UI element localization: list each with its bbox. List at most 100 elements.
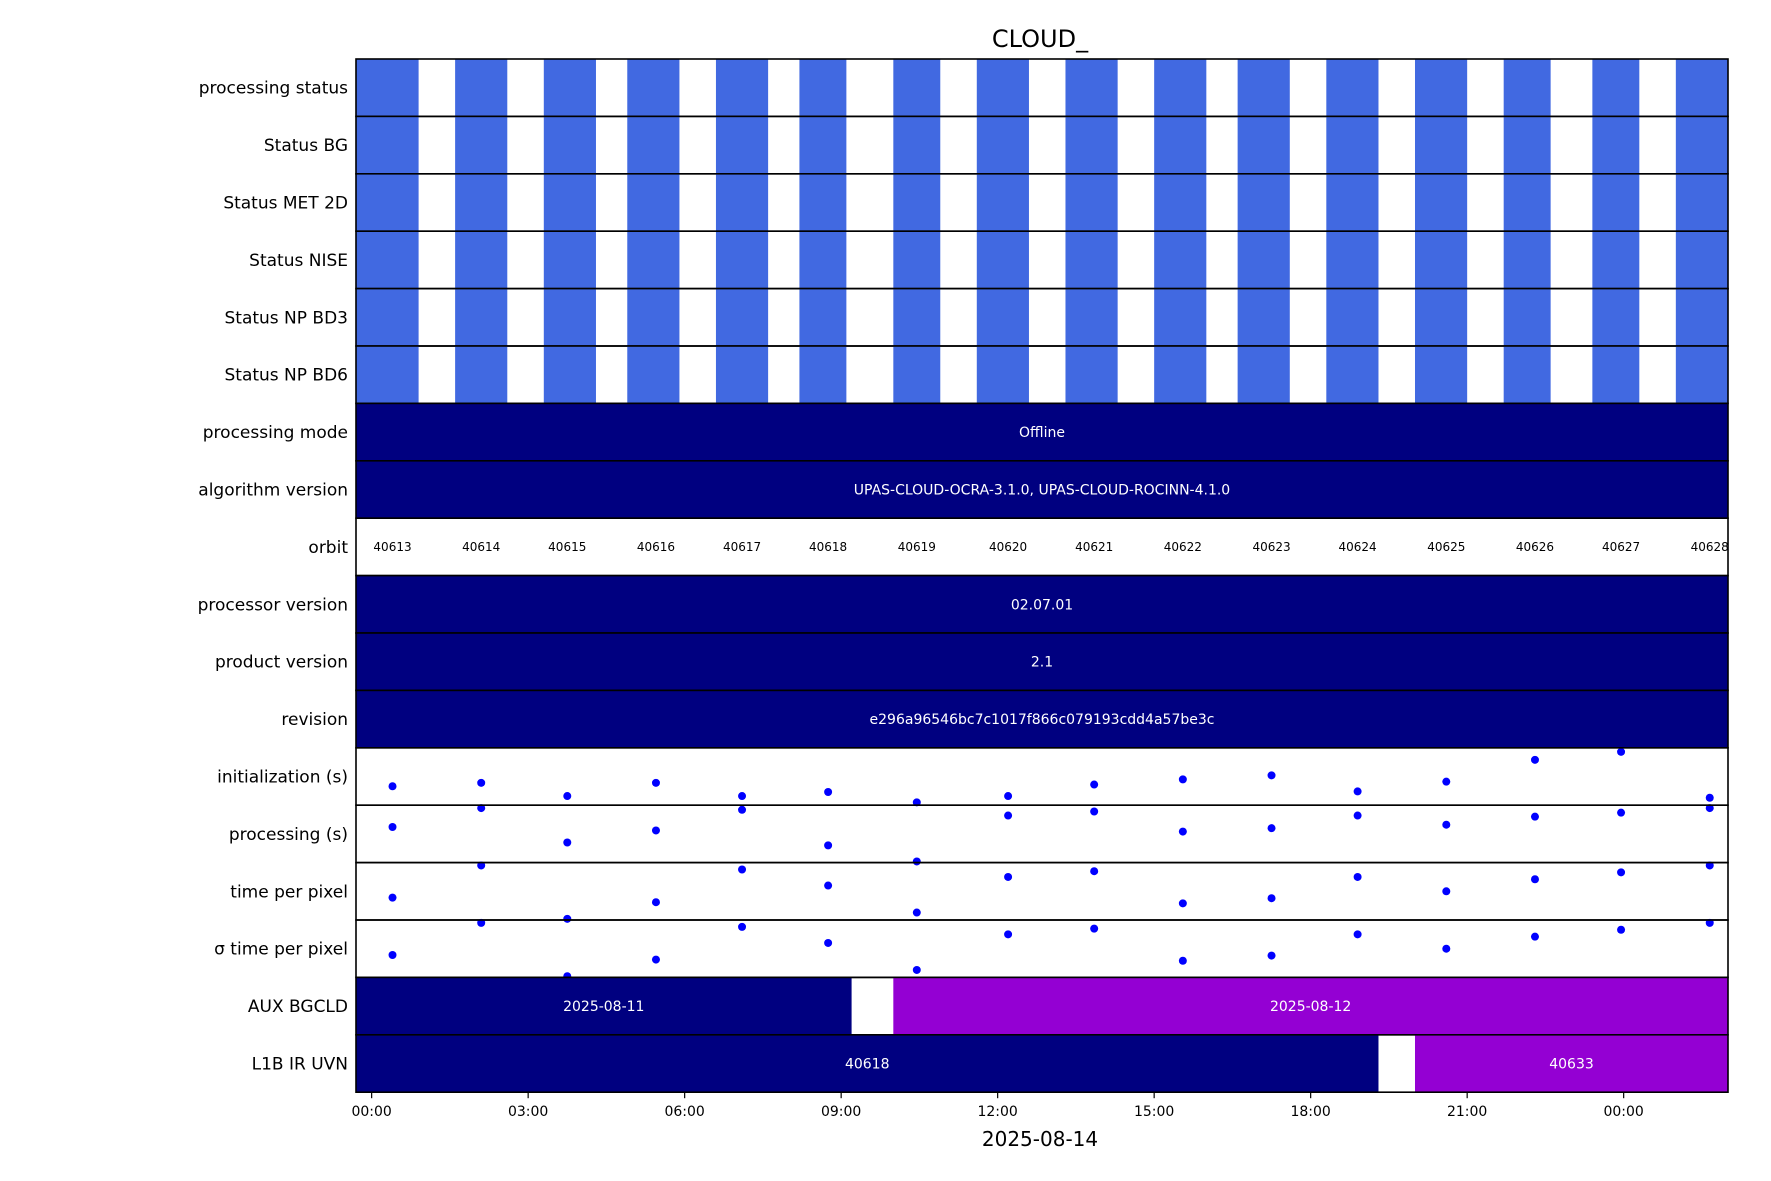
x-tick-label: 15:00 — [1134, 1104, 1174, 1120]
bar-label-aux-bgcld: 2025-08-12 — [1270, 999, 1351, 1015]
point-initialization-s — [824, 787, 833, 796]
row-label-sigma-time-per-pixel: σ time per pixel — [214, 940, 348, 960]
point-initialization-s — [1267, 771, 1276, 780]
status-block — [455, 59, 508, 117]
status-block — [799, 59, 847, 117]
row-label-l1b-ir-uvn: L1B IR UVN — [252, 1055, 348, 1075]
status-block — [543, 288, 596, 346]
point-processing-s — [912, 857, 921, 866]
row-label-processor-version: processor version — [198, 595, 348, 615]
status-block — [1065, 173, 1118, 232]
status-block — [627, 173, 680, 232]
status-block — [799, 346, 847, 404]
orbit-label: 40621 — [1075, 540, 1113, 554]
status-block — [1414, 116, 1468, 174]
status-block — [1675, 173, 1728, 232]
status-block — [893, 288, 941, 346]
row-initialization-s: initialization (s) — [217, 746, 1729, 807]
x-tick-label: 06:00 — [664, 1104, 704, 1120]
status-block — [543, 231, 596, 289]
row-label-initialization-s: initialization (s) — [217, 768, 348, 788]
row-algorithm-version: algorithm version UPAS-CLOUD-OCRA-3.1.0, … — [198, 459, 1729, 519]
status-block — [455, 288, 508, 346]
row-label-algorithm-version: algorithm version — [198, 481, 348, 501]
row-status-np-bd3: Status NP BD3 — [224, 287, 1729, 347]
orbit-label: 40615 — [548, 540, 586, 554]
point-processing-s — [1442, 820, 1451, 829]
orbit-label: 40618 — [809, 540, 847, 554]
point-sigma-time-per-pixel — [477, 918, 486, 927]
status-block — [356, 116, 419, 174]
point-processing-s — [1004, 811, 1013, 820]
status-block — [1675, 346, 1728, 404]
status-block — [627, 288, 680, 346]
row-revision: revision e296a96546bc7c1017f866c079193cdd… — [281, 689, 1729, 749]
orbit-label: 40616 — [637, 540, 675, 554]
bar-l1b-ir-uvn — [356, 1034, 1379, 1093]
status-block — [1503, 346, 1551, 404]
bar-label-revision: e296a96546bc7c1017f866c079193cdd4a57be3c — [870, 712, 1215, 728]
status-block — [893, 59, 941, 117]
point-initialization-s — [563, 792, 572, 801]
point-sigma-time-per-pixel — [912, 965, 921, 974]
bar-label-processor-version: 02.07.01 — [1011, 597, 1073, 613]
point-time-per-pixel — [1353, 872, 1362, 881]
orbit-label: 40617 — [723, 540, 761, 554]
point-initialization-s — [912, 798, 921, 807]
point-processing-s — [1090, 807, 1099, 816]
point-time-per-pixel — [1267, 894, 1276, 903]
point-initialization-s — [477, 778, 486, 787]
bar-label-l1b-ir-uvn: 40618 — [845, 1057, 890, 1073]
status-block — [356, 288, 419, 346]
status-block — [1154, 173, 1207, 232]
row-status-nise: Status NISE — [249, 230, 1729, 290]
status-block — [799, 173, 847, 232]
row-status-met-2d: Status MET 2D — [223, 173, 1729, 233]
x-tick-label: 18:00 — [1290, 1104, 1330, 1120]
point-sigma-time-per-pixel — [1178, 956, 1187, 965]
point-initialization-s — [738, 792, 747, 801]
point-time-per-pixel — [563, 914, 572, 923]
row-label-product-version: product version — [215, 653, 348, 673]
row-processing-status: processing status — [199, 58, 1729, 118]
x-tick-label: 00:00 — [1603, 1104, 1643, 1120]
status-block — [1326, 173, 1379, 232]
point-processing-s — [824, 841, 833, 850]
status-block — [627, 346, 680, 404]
x-tick-label: 21:00 — [1447, 1104, 1487, 1120]
x-tick-label: 12:00 — [977, 1104, 1017, 1120]
point-time-per-pixel — [477, 861, 486, 870]
status-block — [1414, 59, 1468, 117]
status-block — [1414, 231, 1468, 289]
status-block — [1237, 59, 1290, 117]
status-block — [893, 346, 941, 404]
status-block — [1154, 231, 1207, 289]
bar-label-l1b-ir-uvn: 40633 — [1549, 1057, 1594, 1073]
status-block — [1503, 231, 1551, 289]
point-initialization-s — [1090, 780, 1099, 789]
point-initialization-s — [1442, 777, 1451, 786]
status-block — [1154, 346, 1207, 404]
row-label-status-bg: Status BG — [264, 136, 348, 156]
point-initialization-s — [1178, 775, 1187, 784]
point-time-per-pixel — [738, 865, 747, 874]
status-block — [1326, 59, 1379, 117]
orbit-label: 40626 — [1516, 540, 1554, 554]
status-block — [1065, 59, 1118, 117]
orbit-label: 40625 — [1427, 540, 1465, 554]
status-block — [1065, 346, 1118, 404]
point-processing-s — [1353, 811, 1362, 820]
row-label-orbit: orbit — [308, 538, 348, 558]
row-label-aux-bgcld: AUX BGCLD — [248, 997, 348, 1017]
point-processing-s — [1617, 808, 1626, 817]
status-block — [1154, 116, 1207, 174]
bar-aux-bgcld — [356, 977, 852, 1035]
orbit-label: 40613 — [373, 540, 411, 554]
status-block — [1675, 116, 1728, 174]
chart-title: CLOUD_ — [992, 25, 1089, 53]
status-block — [455, 231, 508, 289]
point-initialization-s — [1705, 793, 1714, 802]
status-block — [1592, 288, 1640, 346]
status-block — [1154, 288, 1207, 346]
bar-l1b-ir-uvn — [1414, 1034, 1728, 1093]
